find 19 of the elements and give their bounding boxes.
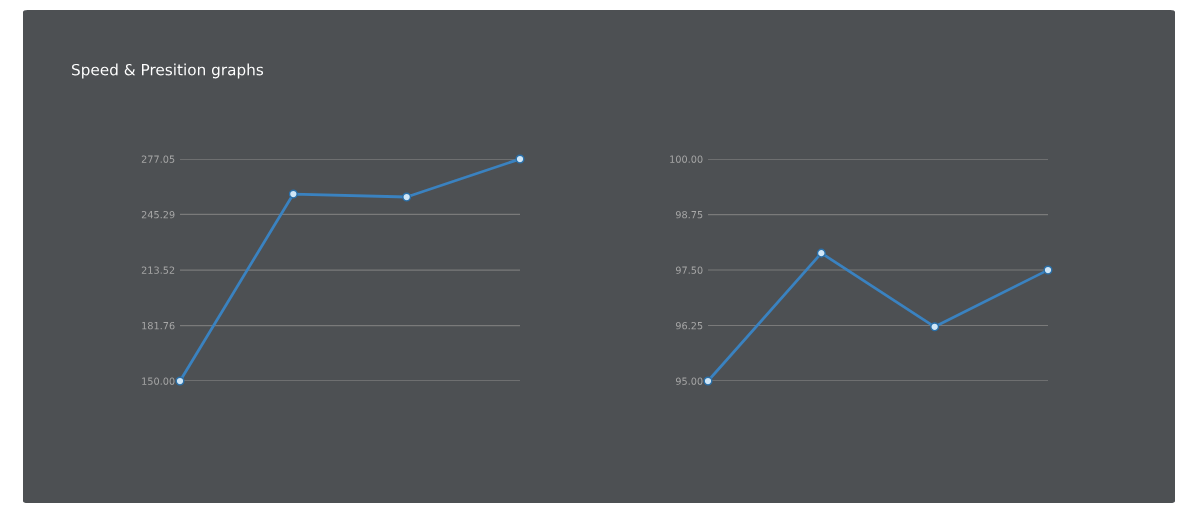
y-tick-label: 95.00 — [675, 377, 703, 385]
point — [402, 192, 412, 202]
point — [288, 189, 298, 199]
point — [703, 376, 713, 386]
y-tick-label: 98.75 — [675, 210, 703, 219]
point — [1043, 265, 1053, 275]
y-tick-label: 213.52 — [141, 266, 175, 274]
y-tick-label: 96.25 — [675, 321, 703, 330]
y-tick-label: 277.05 — [141, 155, 175, 163]
y-tick-label: 245.29 — [141, 210, 175, 219]
chart-title: Speed & Presition graphs — [72, 63, 264, 79]
y-tick-label: 97.50 — [675, 266, 703, 274]
y-tick-label: 150.00 — [142, 377, 175, 385]
y-tick-label: 100.00 — [670, 155, 703, 163]
point — [515, 154, 525, 164]
point — [930, 322, 940, 332]
point — [816, 248, 826, 258]
y-tick-label: 181.76 — [142, 321, 175, 330]
point — [175, 376, 185, 386]
